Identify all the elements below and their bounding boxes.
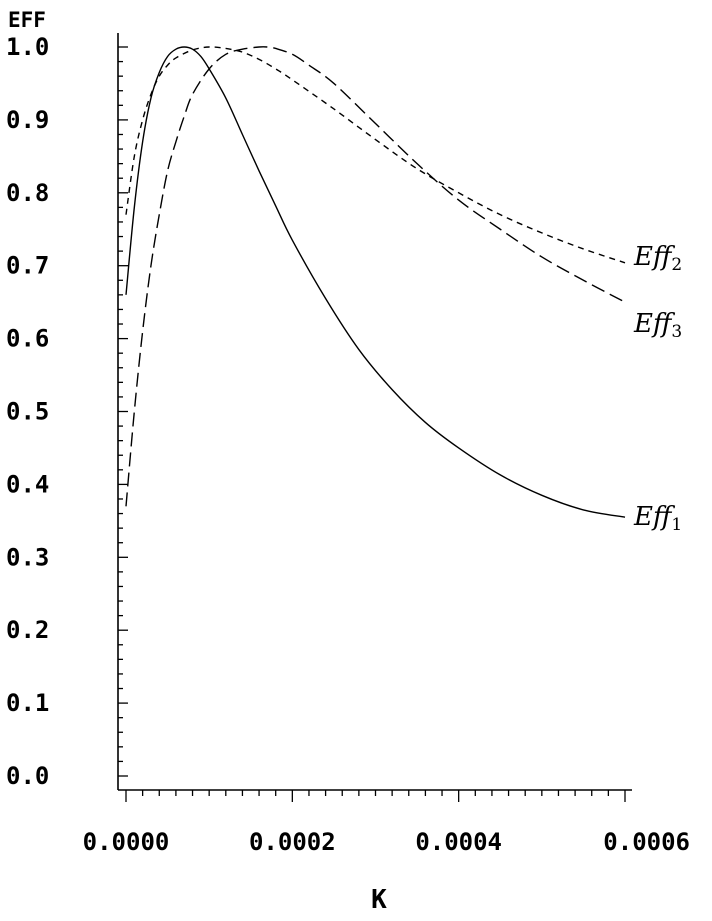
y-tick-label: 0.9	[6, 106, 49, 134]
x-tick-label: 0.0004	[415, 828, 502, 856]
y-tick-label: 0.2	[6, 616, 49, 644]
tick-marks	[118, 46, 626, 802]
x-tick-label: 0.0002	[249, 828, 336, 856]
y-tick-label: 0.1	[6, 689, 49, 717]
axes	[117, 33, 632, 791]
series-line-eff2	[125, 46, 626, 264]
series-label-eff1: Eff1	[633, 502, 682, 535]
y-tick-label: 0.8	[6, 179, 49, 207]
x-axis-title: K	[371, 885, 387, 915]
series-label-eff3: Eff3	[633, 309, 682, 342]
y-tick-label: 0.4	[6, 470, 49, 498]
series-line-eff3	[125, 46, 626, 507]
y-tick-label: 0.7	[6, 252, 49, 280]
y-tick-label: 0.5	[6, 398, 49, 426]
series-labels: Eff1 Eff2 Eff3	[633, 242, 682, 535]
y-tick-label: 0.3	[6, 543, 49, 571]
y-tick-label: 1.0	[6, 33, 49, 61]
series-label-eff2: Eff2	[633, 242, 682, 275]
series-lines	[125, 46, 626, 518]
y-tick-label: 0.6	[6, 325, 49, 353]
y-axis-title: EFF	[8, 8, 46, 32]
x-tick-label: 0.0000	[83, 828, 170, 856]
y-tick-label: 0.0	[6, 762, 49, 790]
tick-labels: 0.0 0.1 0.2 0.3 0.4 0.5 0.6 0.7 0.8 0.9 1.0 0.0000 0…	[6, 33, 690, 856]
x-tick-label: 0.0006	[603, 828, 690, 856]
series-line-eff1	[125, 46, 626, 518]
